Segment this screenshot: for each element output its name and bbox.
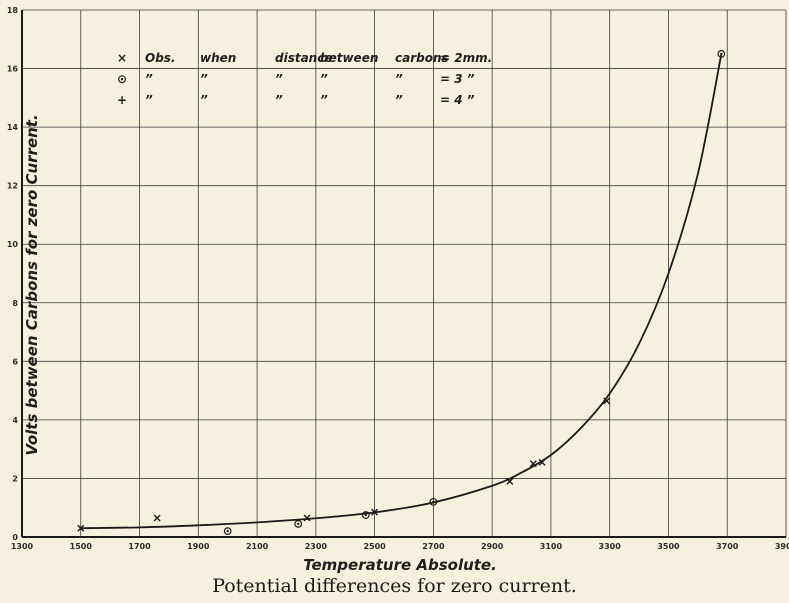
- x-tick-label: 2100: [246, 542, 269, 551]
- legend-text: ”: [275, 93, 283, 107]
- y-tick-label: 16: [7, 65, 19, 74]
- y-tick-label: 6: [12, 357, 18, 366]
- legend-text: between: [320, 51, 378, 65]
- legend-symbol: ×: [117, 51, 127, 65]
- legend-text: ”: [320, 72, 328, 86]
- y-axis-label: Volts between Carbons for zero Current.: [23, 114, 41, 455]
- x-tick-label: 3300: [599, 542, 622, 551]
- x-axis-label: Temperature Absolute.: [303, 556, 497, 574]
- data-point-circle: [429, 497, 438, 506]
- y-tick-label: 2: [12, 474, 18, 483]
- data-point-x: [538, 458, 546, 466]
- fitted-curve: [80, 53, 723, 530]
- chart-svg: 1300 1500 1700 1900 2100 2300 2500 2700 2900 3100…: [7, 6, 789, 574]
- legend-text: ”: [145, 72, 153, 86]
- x-tick-label: 1900: [187, 542, 210, 551]
- y-tick-label: 12: [7, 182, 18, 191]
- legend-text: distance: [275, 51, 332, 65]
- tick-labels: 1300 1500 1700 1900 2100 2300 2500 2700 2900 3100…: [7, 6, 789, 551]
- grid: [21, 9, 787, 538]
- x-tick-label: 2900: [481, 542, 504, 551]
- data-point-circle: [717, 50, 726, 58]
- x-tick-label: 1700: [128, 542, 151, 551]
- x-tick-label: 2500: [363, 542, 386, 551]
- figure-caption: Potential differences for zero current.: [212, 575, 577, 597]
- legend-text: ”: [395, 93, 403, 107]
- legend-text: ”: [395, 72, 403, 86]
- legend-text: ”: [275, 72, 283, 86]
- data-point-x: [603, 397, 611, 405]
- legend-text: ”: [320, 93, 328, 107]
- y-tick-label: 0: [12, 533, 18, 542]
- legend-symbol: ⊙: [117, 72, 127, 86]
- x-tick-label: 3700: [716, 542, 739, 551]
- y-tick-label: 18: [7, 6, 19, 15]
- legend-text: carbons: [395, 51, 449, 65]
- legend-text: ”: [200, 72, 208, 86]
- x-tick-label: 2300: [305, 542, 328, 551]
- fitted-curve-path: [80, 53, 723, 530]
- legend-text: ”: [145, 93, 153, 107]
- data-point-circle: [294, 519, 303, 528]
- legend-text: = 4 ”: [440, 93, 475, 107]
- data-point-x: [506, 477, 514, 485]
- x-tick-label: 2700: [422, 542, 445, 551]
- data-point-circle: [361, 511, 370, 519]
- x-tick-label: 3100: [540, 542, 563, 551]
- data-point-x: [77, 524, 85, 532]
- y-tick-label: 14: [7, 123, 19, 132]
- legend-text: Obs.: [145, 51, 176, 65]
- legend-text: = 2mm.: [440, 51, 492, 65]
- x-tick-label: 3500: [657, 542, 680, 551]
- y-tick-label: 10: [7, 240, 19, 249]
- data-point-x: [529, 460, 537, 468]
- legend-text: = 3 ”: [440, 72, 475, 86]
- legend-text: ”: [200, 93, 208, 107]
- y-tick-label: 4: [12, 416, 18, 425]
- y-tick-label: 8: [12, 299, 18, 308]
- data-points: [77, 50, 726, 536]
- data-point-x: [303, 514, 311, 522]
- x-tick-label: 1500: [70, 542, 93, 551]
- data-point-x: [153, 514, 161, 522]
- data-point-x: [371, 508, 379, 516]
- data-point-circle: [223, 527, 232, 536]
- axes: [21, 10, 786, 538]
- x-tick-label: 1300: [11, 542, 34, 551]
- legend-text: when: [200, 51, 236, 65]
- legend-symbol: +: [117, 93, 127, 107]
